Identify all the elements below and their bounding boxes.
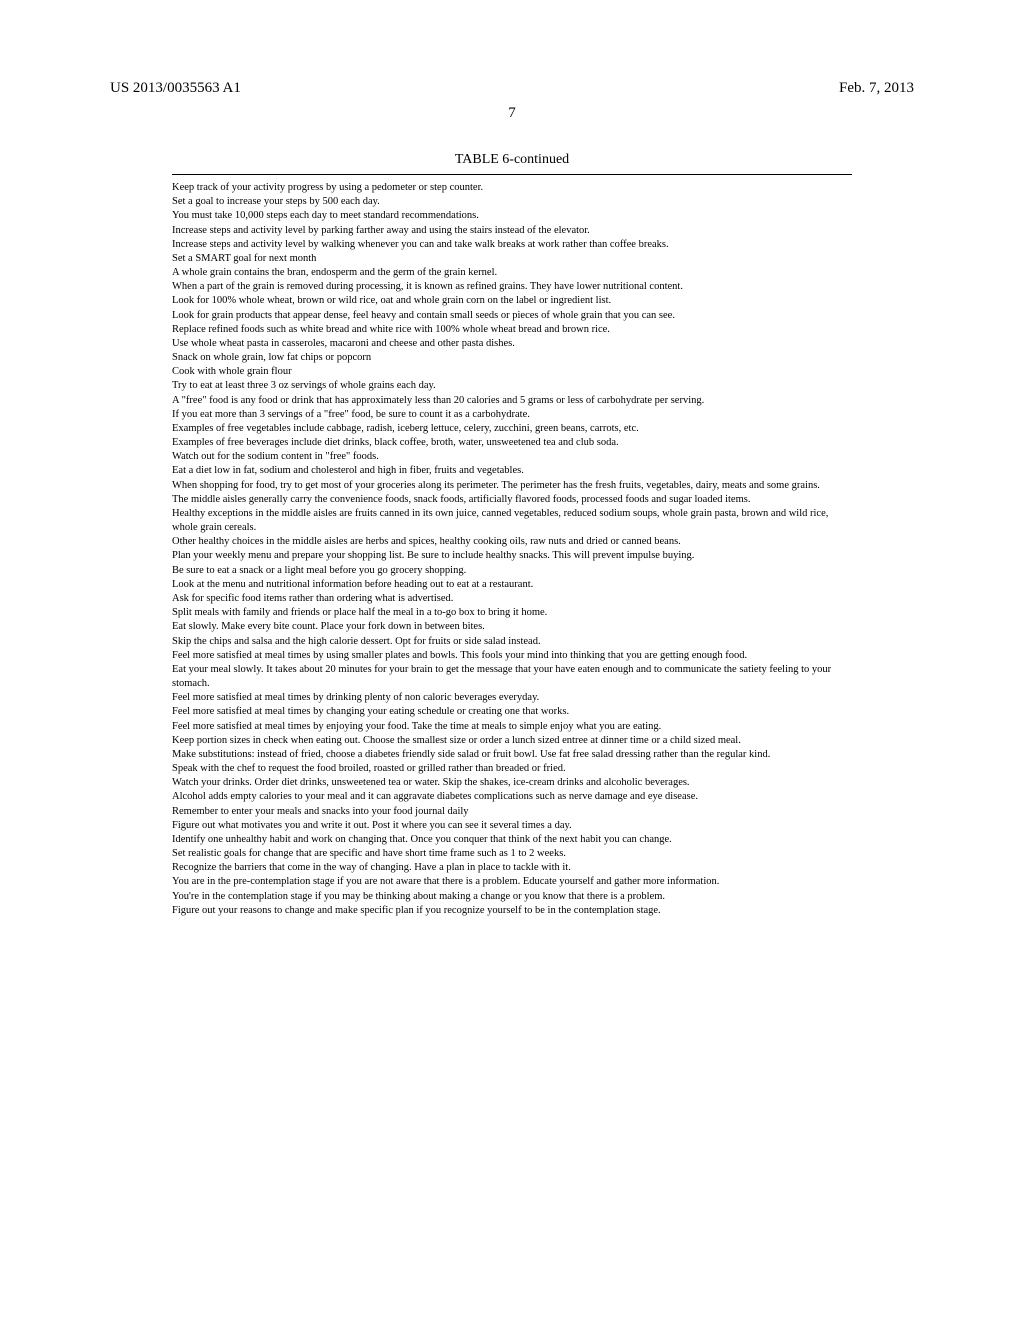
table-line: Be sure to eat a snack or a light meal b…	[172, 564, 852, 578]
table-line: Examples of free beverages include diet …	[172, 436, 852, 450]
table-line: Remember to enter your meals and snacks …	[172, 805, 852, 819]
table-line: Make substitutions: instead of fried, ch…	[172, 748, 852, 762]
table-caption: TABLE 6-continued	[172, 152, 852, 168]
table-line: The middle aisles generally carry the co…	[172, 493, 852, 507]
table-line: Other healthy choices in the middle aisl…	[172, 535, 852, 549]
table-6-continued: TABLE 6-continued Keep track of your act…	[172, 152, 852, 918]
table-line: Healthy exceptions in the middle aisles …	[172, 507, 852, 535]
table-rule-top	[172, 174, 852, 175]
table-line: If you eat more than 3 servings of a "fr…	[172, 408, 852, 422]
table-line: Set a goal to increase your steps by 500…	[172, 195, 852, 209]
table-line: When a part of the grain is removed duri…	[172, 280, 852, 294]
table-line: Set realistic goals for change that are …	[172, 847, 852, 861]
table-line: Skip the chips and salsa and the high ca…	[172, 635, 852, 649]
table-line: Examples of free vegetables include cabb…	[172, 422, 852, 436]
table-line: Eat slowly. Make every bite count. Place…	[172, 620, 852, 634]
table-line: Eat your meal slowly. It takes about 20 …	[172, 663, 852, 691]
table-line: Feel more satisfied at meal times by enj…	[172, 720, 852, 734]
table-line: Feel more satisfied at meal times by cha…	[172, 705, 852, 719]
table-line: Plan your weekly menu and prepare your s…	[172, 549, 852, 563]
table-line: Keep portion sizes in check when eating …	[172, 734, 852, 748]
table-line: Increase steps and activity level by wal…	[172, 238, 852, 252]
table-line: You must take 10,000 steps each day to m…	[172, 209, 852, 223]
table-line: Set a SMART goal for next month	[172, 252, 852, 266]
page-header: US 2013/0035563 A1 Feb. 7, 2013	[110, 80, 914, 97]
publication-date: Feb. 7, 2013	[839, 80, 914, 97]
table-line: Snack on whole grain, low fat chips or p…	[172, 351, 852, 365]
table-line: Watch out for the sodium content in "fre…	[172, 450, 852, 464]
table-line: Feel more satisfied at meal times by dri…	[172, 691, 852, 705]
table-line: Figure out your reasons to change and ma…	[172, 904, 852, 918]
table-line: You are in the pre-contemplation stage i…	[172, 875, 852, 889]
table-body: Keep track of your activity progress by …	[172, 181, 852, 918]
publication-number: US 2013/0035563 A1	[110, 80, 241, 97]
table-line: Try to eat at least three 3 oz servings …	[172, 379, 852, 393]
table-line: Identify one unhealthy habit and work on…	[172, 833, 852, 847]
table-line: Cook with whole grain flour	[172, 365, 852, 379]
table-line: Ask for specific food items rather than …	[172, 592, 852, 606]
table-line: Figure out what motivates you and write …	[172, 819, 852, 833]
table-line: When shopping for food, try to get most …	[172, 479, 852, 493]
table-line: Increase steps and activity level by par…	[172, 224, 852, 238]
table-line: Use whole wheat pasta in casseroles, mac…	[172, 337, 852, 351]
table-line: Split meals with family and friends or p…	[172, 606, 852, 620]
table-line: A "free" food is any food or drink that …	[172, 394, 852, 408]
table-line: Look at the menu and nutritional informa…	[172, 578, 852, 592]
table-line: Keep track of your activity progress by …	[172, 181, 852, 195]
table-line: Look for grain products that appear dens…	[172, 309, 852, 323]
table-line: Watch your drinks. Order diet drinks, un…	[172, 776, 852, 790]
table-line: Eat a diet low in fat, sodium and choles…	[172, 464, 852, 478]
table-line: You're in the contemplation stage if you…	[172, 890, 852, 904]
table-line: Alcohol adds empty calories to your meal…	[172, 790, 852, 804]
table-line: A whole grain contains the bran, endospe…	[172, 266, 852, 280]
table-line: Speak with the chef to request the food …	[172, 762, 852, 776]
table-line: Look for 100% whole wheat, brown or wild…	[172, 294, 852, 308]
table-line: Recognize the barriers that come in the …	[172, 861, 852, 875]
page-number: 7	[110, 105, 914, 122]
table-line: Feel more satisfied at meal times by usi…	[172, 649, 852, 663]
table-line: Replace refined foods such as white brea…	[172, 323, 852, 337]
